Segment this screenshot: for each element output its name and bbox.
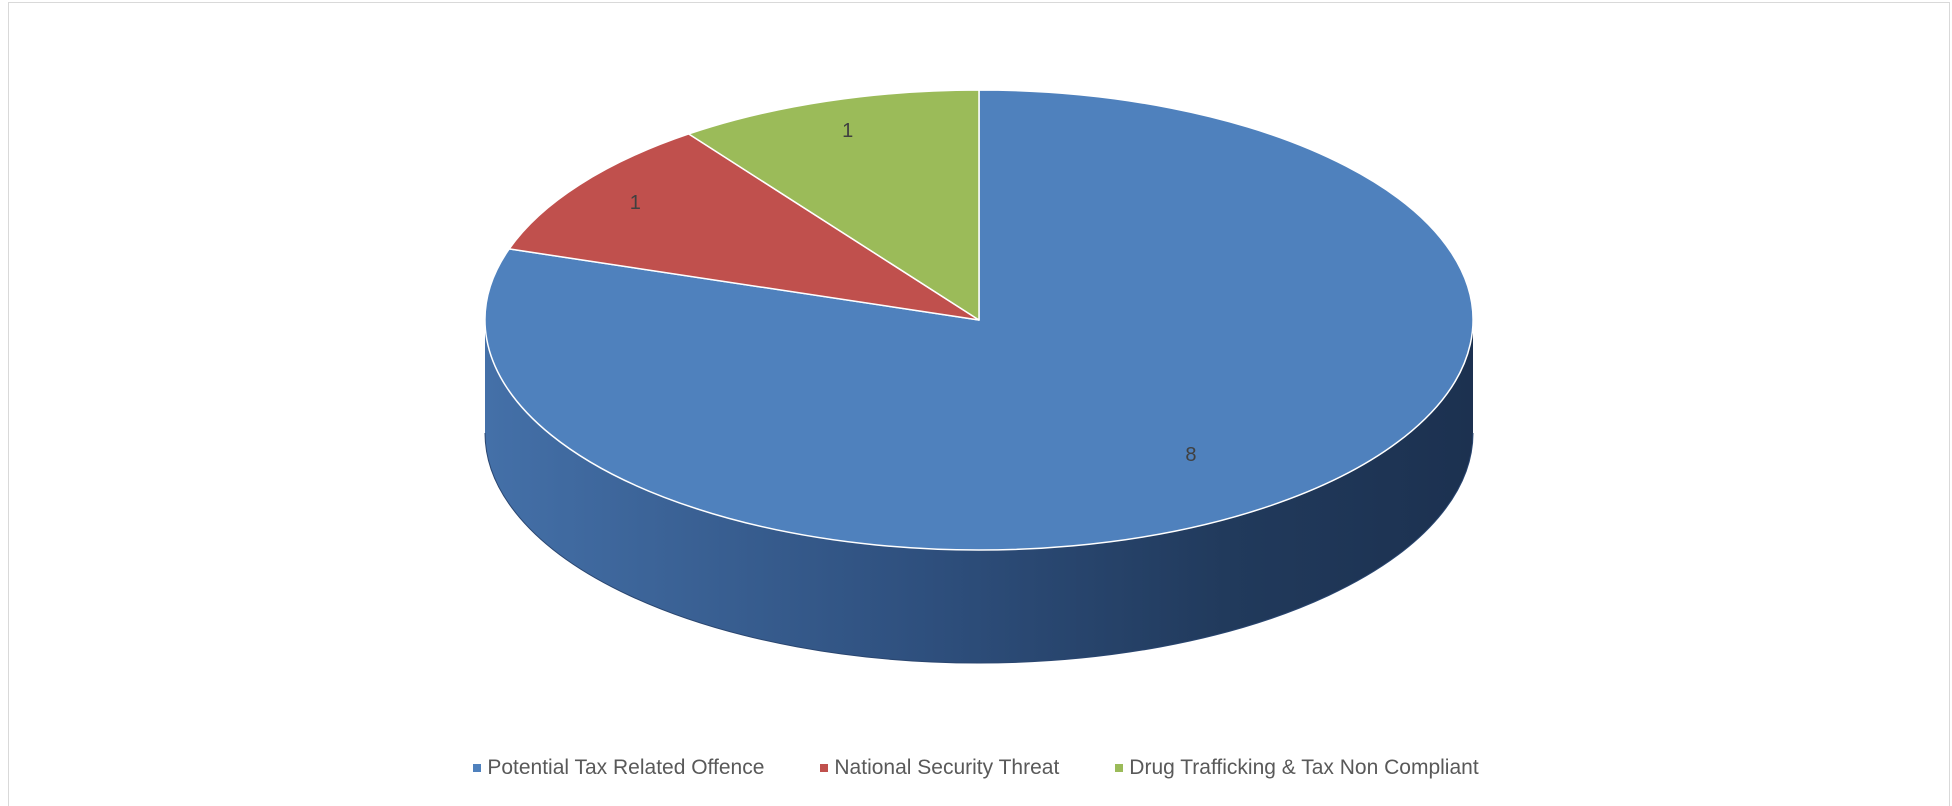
pie-bottom-edge bbox=[484, 432, 1474, 664]
pie-chart: 8 1 1 bbox=[484, 89, 1474, 664]
legend-swatch bbox=[820, 764, 829, 772]
pie-data-labels: 8 1 1 bbox=[630, 120, 1197, 466]
pie-slices bbox=[484, 89, 1474, 551]
legend-label: National Security Threat bbox=[834, 756, 1060, 779]
pie-slice-drug-trafficking-and-tax-non-compliant bbox=[687, 89, 980, 321]
legend-label: Drug Trafficking & Tax Non Compliant bbox=[1129, 756, 1479, 779]
pie-side-wall-surface bbox=[485, 320, 1473, 663]
data-label-potential-tax-related-offence: 8 bbox=[1185, 444, 1196, 466]
legend-item-drug-trafficking-and-tax-non-compliant: Drug Trafficking & Tax Non Compliant bbox=[1115, 756, 1479, 780]
data-label-national-security-threat: 1 bbox=[630, 192, 641, 214]
legend-swatch bbox=[1115, 764, 1124, 772]
legend-swatch bbox=[473, 764, 482, 772]
legend-label: Potential Tax Related Offence bbox=[487, 756, 765, 779]
pie-side-wall bbox=[484, 320, 1474, 664]
legend: Potential Tax Related Offence National Se… bbox=[0, 756, 1952, 780]
legend-item-potential-tax-related-offence: Potential Tax Related Offence bbox=[473, 756, 764, 780]
legend-item-national-security-threat: National Security Threat bbox=[820, 756, 1059, 780]
data-label-drug-trafficking-and-tax-non-compliant: 1 bbox=[842, 120, 853, 142]
pie-slice-national-security-threat bbox=[508, 133, 980, 321]
